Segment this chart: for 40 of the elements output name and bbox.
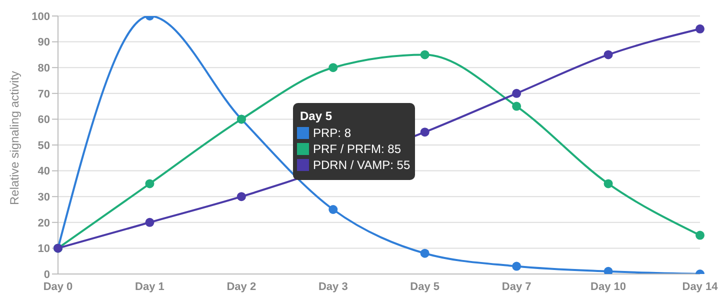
point bbox=[604, 179, 613, 188]
point bbox=[145, 179, 154, 188]
y-tick-label: 0 bbox=[44, 268, 50, 281]
y-tick-label: 10 bbox=[38, 243, 50, 256]
x-tick-label: Day 0 bbox=[43, 280, 73, 293]
x-tick-label: Day 10 bbox=[590, 280, 626, 293]
point bbox=[696, 230, 704, 240]
legend-title: Day 5 bbox=[300, 109, 334, 123]
y-tick-label: 80 bbox=[38, 62, 50, 75]
x-tick-label: Day 3 bbox=[318, 280, 348, 293]
point bbox=[512, 102, 522, 111]
y-tick-label: 70 bbox=[38, 88, 50, 100]
y-tick-label: 40 bbox=[38, 166, 50, 178]
legend-label: PDRN / VAMP: 55 bbox=[313, 158, 410, 172]
point bbox=[328, 63, 338, 72]
x-tick-label: Day 7 bbox=[502, 280, 532, 293]
point bbox=[420, 248, 430, 258]
y-tick-label: 50 bbox=[38, 140, 50, 152]
legend-label: PRF / PRFM: 85 bbox=[313, 142, 402, 156]
point bbox=[420, 128, 430, 137]
point bbox=[512, 88, 522, 98]
point bbox=[236, 192, 246, 202]
y-axis-title: Relative signaling activity bbox=[7, 70, 22, 205]
point bbox=[328, 205, 338, 214]
legend-label: PRP: 8 bbox=[313, 126, 352, 140]
x-tick-label: Day 1 bbox=[135, 280, 164, 293]
point bbox=[604, 266, 613, 274]
y-tick-label: 90 bbox=[38, 36, 50, 49]
point bbox=[696, 24, 704, 34]
point bbox=[604, 50, 613, 60]
point bbox=[420, 50, 430, 60]
y-tick-label: 100 bbox=[32, 10, 50, 23]
point bbox=[512, 262, 522, 271]
x-tick-label: Day 5 bbox=[410, 280, 440, 293]
y-tick-label: 30 bbox=[38, 192, 50, 204]
x-tick-label: Day 2 bbox=[226, 280, 256, 293]
point bbox=[145, 218, 154, 227]
x-tick-label: Day 14 bbox=[682, 280, 719, 293]
y-tick-label: 20 bbox=[38, 217, 50, 230]
y-tick-label: 60 bbox=[38, 114, 50, 126]
